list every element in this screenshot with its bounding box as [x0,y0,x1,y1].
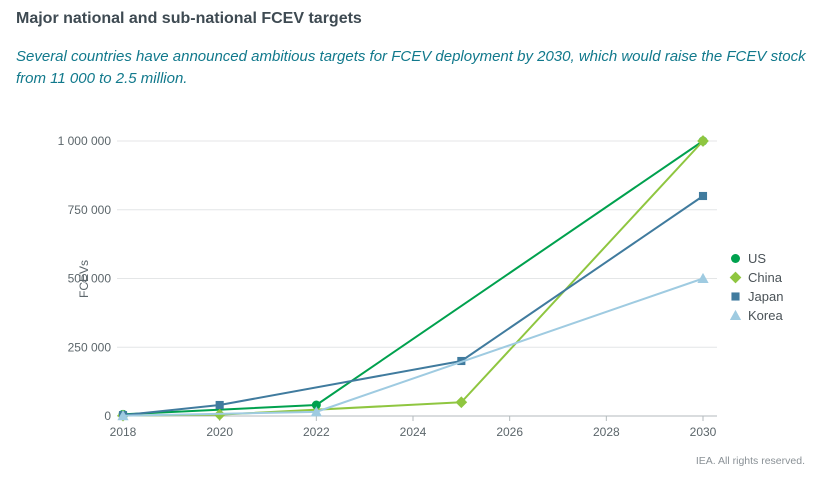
korea-marker-shape [729,309,742,320]
x-tick-label: 2028 [593,425,620,439]
page-title: Major national and sub-national FCEV tar… [16,10,362,27]
data-point-us-2022[interactable] [311,400,321,410]
korea-series-marker-icon [729,309,742,320]
us-marker-shape [731,254,740,263]
data-point-japan-2030[interactable] [698,191,708,201]
us-series-marker-icon [731,254,740,263]
china-series-marker-icon [729,271,742,284]
data-point-korea-2018[interactable] [117,410,129,421]
legend-item-china[interactable]: China [729,270,783,285]
series-line-japan [122,195,704,417]
legend-label: Japan [748,289,784,304]
y-tick-label: 750 000 [68,203,112,217]
y-tick-label: 250 000 [68,340,112,354]
legend-item-korea[interactable]: Korea [729,308,783,323]
data-point-korea-2022[interactable] [310,406,322,417]
copyright-credit: IEA. All rights reserved. [695,455,805,467]
x-tick-label: 2018 [110,425,137,439]
x-tick-label: 2020 [206,425,233,439]
y-axis-label: FCEVs [77,259,91,299]
chart-legend: US China Japan Korea [729,251,783,323]
data-point-china-2030[interactable] [697,135,709,147]
y-tick-label: 1 000 000 [58,134,112,148]
japan-marker-shape [731,292,740,301]
china-marker-shape [729,271,742,284]
legend-label: US [748,251,767,266]
y-tick-label: 500 000 [68,272,112,286]
x-tick-label: 2026 [496,425,523,439]
legend-label: Korea [748,308,783,323]
legend-label: China [748,270,782,285]
x-tick-label: 2022 [303,425,330,439]
page-subtitle: Several countries have announced ambitio… [16,48,806,87]
x-tick-label: 2030 [690,425,717,439]
data-point-japan-2020[interactable] [215,400,224,410]
series-line-us [122,140,704,416]
legend-item-us[interactable]: US [729,251,783,266]
data-point-korea-2030[interactable] [697,272,709,283]
x-tick-label: 2024 [400,425,427,439]
japan-series-marker-icon [731,292,740,301]
legend-item-japan[interactable]: Japan [729,289,783,304]
data-point-china-2025[interactable] [455,396,468,409]
y-tick-label: 0 [104,409,111,423]
chart-svg: 0 250 000 500 000 750 000 1 000 000 2018 2020 2… [58,134,717,439]
chart-area: 0 250 000 500 000 750 000 1 000 000 2018 2020 2… [0,105,829,465]
